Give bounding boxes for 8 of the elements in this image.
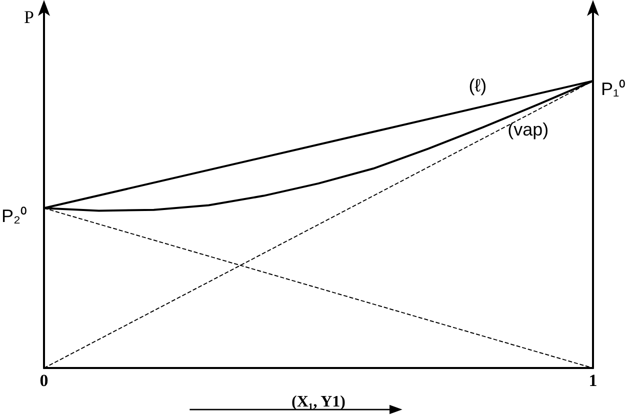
annotation: (vap) xyxy=(508,119,549,140)
annotation: P₂⁰ xyxy=(2,206,26,226)
x-tick-label: 0 xyxy=(40,371,48,390)
annotation: P₁⁰ xyxy=(600,78,626,99)
y-axis-title: P xyxy=(24,7,34,27)
x-tick-label: 1 xyxy=(588,371,598,390)
x-axis-title: (X₁, Y1) xyxy=(292,394,346,410)
annotation: (ℓ) xyxy=(468,76,487,96)
